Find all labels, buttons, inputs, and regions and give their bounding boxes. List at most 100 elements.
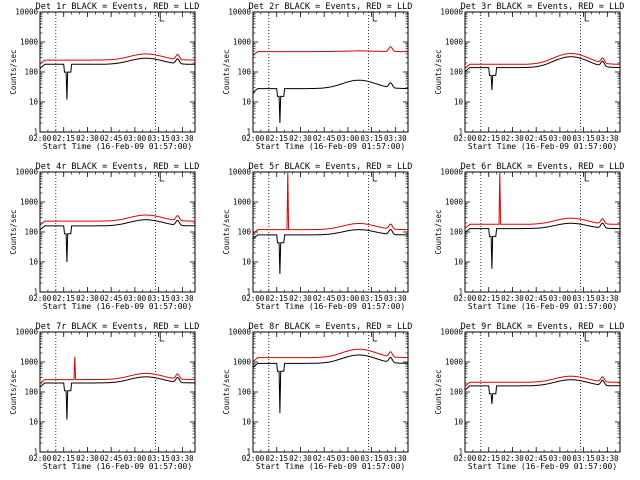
plot-frame (464, 11, 621, 133)
y-tick-label: 1 (246, 448, 251, 457)
y-tick-label: 1 (458, 128, 463, 137)
plot-frame (252, 171, 409, 293)
lld-series-line (464, 375, 620, 387)
y-axis-label: Counts/sec (434, 49, 443, 94)
x-axis-label: Start Time (16-Feb-09 01:57:00) (468, 142, 617, 151)
y-tick-label: 10 (29, 98, 39, 107)
lld-series-line (464, 171, 620, 229)
events-series-line (464, 222, 620, 269)
x-tick-label: 03:00 (549, 454, 572, 463)
x-tick-label: 03:15 (147, 134, 170, 143)
x-tick-label: 02:45 (525, 454, 548, 463)
y-tick-label: 1 (458, 448, 463, 457)
events-series-line (252, 354, 408, 414)
y-axis-label: Counts/sec (222, 49, 231, 94)
x-tick-label: 03:00 (337, 134, 360, 143)
y-tick-label: 10 (454, 258, 464, 267)
plot-frame (39, 11, 196, 133)
y-tick-label: 100 (237, 388, 251, 397)
x-tick-label: 03:00 (124, 134, 147, 143)
y-tick-label: 1000 (233, 358, 252, 367)
y-tick-label: 1000 (233, 38, 252, 47)
x-tick-label: 02:30 (76, 454, 99, 463)
y-axis-label: Counts/sec (222, 369, 231, 414)
x-axis-label: Start Time (16-Feb-09 01:57:00) (43, 142, 192, 151)
x-tick-label: 03:15 (572, 134, 595, 143)
x-tick-label: 02:15 (265, 454, 288, 463)
y-tick-label: 10 (29, 418, 39, 427)
y-tick-label: 10 (454, 418, 464, 427)
x-tick-label: 03:30 (384, 294, 407, 303)
events-series-line (252, 79, 408, 124)
events-series-line (252, 228, 408, 274)
y-tick-label: 10000 (15, 8, 38, 17)
x-tick-label: 02:45 (100, 454, 123, 463)
x-tick-label: 03:30 (596, 454, 619, 463)
lld-series-line (39, 53, 195, 65)
y-axis-label: Counts/sec (434, 209, 443, 254)
y-tick-label: 10000 (15, 328, 38, 337)
y-tick-label: 100 (449, 388, 463, 397)
bracket-marker (372, 172, 378, 182)
y-tick-label: 100 (237, 68, 251, 77)
x-axis-label: Start Time (16-Feb-09 01:57:00) (256, 302, 405, 311)
detector-panel-5: Det 5r BLACK = Events, RED = LLD 1 10 100 10… (222, 162, 412, 311)
y-tick-label: 1000 (445, 38, 464, 47)
x-tick-label: 03:15 (147, 454, 170, 463)
x-tick-label: 03:30 (171, 294, 194, 303)
x-tick-label: 02:15 (52, 454, 75, 463)
panel-title: Det 7r BLACK = Events, RED = LLD (36, 322, 200, 332)
y-tick-label: 10000 (440, 168, 463, 177)
x-axis-label: Start Time (16-Feb-09 01:57:00) (256, 142, 405, 151)
y-tick-label: 1000 (445, 198, 464, 207)
y-tick-label: 1 (33, 448, 38, 457)
lld-series-line (252, 348, 408, 363)
x-tick-label: 03:00 (124, 294, 147, 303)
x-tick-label: 03:00 (549, 134, 572, 143)
x-tick-label: 02:15 (265, 134, 288, 143)
y-tick-label: 1000 (20, 358, 39, 367)
x-tick-label: 02:00 (29, 134, 52, 143)
panel-title: Det 6r BLACK = Events, RED = LLD (461, 162, 625, 172)
y-tick-label: 10 (29, 258, 39, 267)
plot-frame (39, 171, 196, 293)
events-series-line (39, 219, 195, 263)
y-tick-label: 1 (33, 288, 38, 297)
x-tick-label: 02:45 (100, 294, 123, 303)
y-tick-label: 10000 (15, 168, 38, 177)
bracket-marker (159, 172, 165, 182)
y-axis-label: Counts/sec (9, 209, 18, 254)
x-tick-label: 02:00 (454, 454, 477, 463)
x-tick-label: 03:00 (337, 294, 360, 303)
panel-title: Det 2r BLACK = Events, RED = LLD (249, 2, 413, 12)
detector-panel-1: Det 1r BLACK = Events, RED = LLD 1 10 100 10… (9, 2, 199, 151)
detector-panel-7: Det 7r BLACK = Events, RED = LLD 1 10 100 10… (9, 322, 199, 471)
y-tick-label: 10 (454, 98, 464, 107)
y-tick-label: 10 (242, 98, 252, 107)
y-axis-label: Counts/sec (9, 369, 18, 414)
x-tick-label: 02:15 (477, 134, 500, 143)
y-axis-label: Counts/sec (9, 49, 18, 94)
x-tick-label: 03:30 (384, 454, 407, 463)
panel-title: Det 9r BLACK = Events, RED = LLD (461, 322, 625, 332)
x-tick-label: 02:45 (525, 134, 548, 143)
x-tick-label: 02:45 (313, 294, 336, 303)
bracket-marker (584, 12, 590, 22)
y-tick-label: 100 (449, 228, 463, 237)
x-tick-label: 02:15 (52, 294, 75, 303)
x-tick-label: 02:15 (477, 294, 500, 303)
x-tick-label: 02:30 (501, 294, 524, 303)
detector-panel-8: Det 8r BLACK = Events, RED = LLD 1 10 100 10… (222, 322, 412, 471)
x-tick-label: 02:00 (242, 134, 265, 143)
x-tick-label: 02:45 (313, 454, 336, 463)
x-tick-label: 02:30 (501, 454, 524, 463)
y-tick-label: 1 (33, 128, 38, 137)
x-axis-label: Start Time (16-Feb-09 01:57:00) (468, 302, 617, 311)
x-tick-label: 03:15 (147, 294, 170, 303)
y-tick-label: 100 (24, 68, 38, 77)
y-tick-label: 1000 (233, 198, 252, 207)
y-axis-label: Counts/sec (222, 209, 231, 254)
x-tick-label: 02:15 (265, 294, 288, 303)
x-tick-label: 02:00 (29, 454, 52, 463)
